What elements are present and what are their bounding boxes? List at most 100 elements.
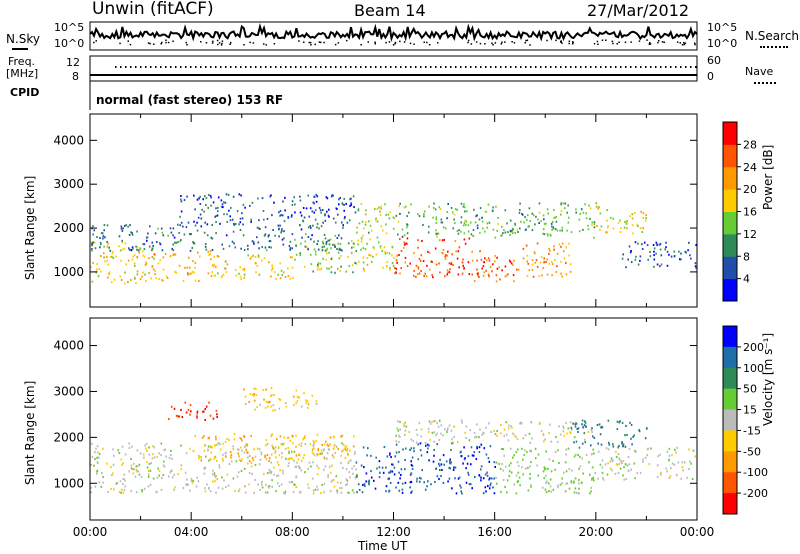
velocity-band-7 [570,419,648,449]
velocity-colorbar-label-0: 200 [743,341,764,354]
power-colorbar-segment-7 [723,122,737,145]
nsearch-label: N.Search [745,29,800,43]
xtick-label-0: 00:00 [73,525,108,539]
xtick-label-6: 00:00 [680,525,715,539]
power-colorbar-label-4: 20 [743,183,757,196]
velocity-colorbar-label-1: 100 [743,362,764,375]
xtick-label-4: 16:00 [477,525,512,539]
cpid-label: CPID [10,86,40,99]
xtick-label-1: 04:00 [174,525,209,539]
noise-tick-high-right: 10^5 [707,21,738,34]
date-title: 27/Mar/2012 [587,1,690,20]
power-colorbar-label-2: 12 [743,228,757,241]
noise-tick-low-right: 10^0 [707,37,738,50]
velocity-colorbar-frame [722,325,738,515]
power-band-4 [90,223,344,252]
power-band-11 [596,206,647,235]
power-colorbar-label-6: 28 [743,138,757,151]
velocity-colorbar-segment-0 [723,326,737,348]
power-ytick-label-3: 4000 [53,133,84,147]
nsky-label: N.Sky [6,32,41,46]
cpid-text: normal (fast stereo) 153 RF [96,93,284,107]
velocity-colorbar-label-2: 50 [743,383,757,396]
velocity-ytick-label-2: 3000 [53,384,84,398]
power-colorbar-segment-0 [723,278,737,302]
nave-label: Nave [745,65,774,78]
velocity-band-5 [495,446,597,495]
power-colorbar-label-3: 16 [743,206,757,219]
velocity-band-8 [597,446,696,481]
power-colorbar-segment-1 [723,256,737,280]
velocity-colorbar-label-4: -15 [743,424,761,437]
velocity-band-2 [168,401,218,421]
velocity-colorbar-segment-5 [723,430,737,452]
xtick-label-3: 12:00 [376,525,411,539]
velocity-colorbar-segment-4 [723,409,737,431]
velocity-band-3 [243,387,318,412]
power-ytick-label-0: 1000 [53,265,84,279]
nsearch-legend-line [760,46,788,48]
velocity-colorbar-label-5: -50 [743,445,761,458]
power-colorbar-segment-3 [723,211,737,235]
velocity-colorbar-segment-8 [723,493,737,515]
velocity-colorbar-segment-2 [723,367,737,390]
velocity-colorbar-label-6: -100 [743,466,768,479]
power-band-9 [522,242,572,278]
noise-tick-high-left: 10^5 [54,21,85,34]
power-colorbar-segment-2 [723,233,737,257]
power-band-1 [141,250,217,282]
power-heatmap-cells [90,193,698,285]
power-colorbar-segment-4 [723,189,737,212]
velocity-band-1 [192,432,355,463]
nsky-legend-line [12,48,28,50]
xtick-label-2: 08:00 [275,525,310,539]
nave-tick-high: 60 [707,54,721,67]
xtick-label-5: 20:00 [579,525,614,539]
power-band-8 [471,250,520,283]
velocity-colorbar-label-7: -200 [743,487,768,500]
power-band-2 [216,254,294,280]
power-colorbar-label-5: 24 [743,161,757,174]
x-axis-title: Time UT [358,539,408,553]
velocity-colorbar-segment-3 [723,388,737,411]
nsearch-trace [93,39,696,46]
power-band-3 [294,238,358,274]
power-ytick-label-1: 2000 [53,221,84,235]
power-ytick-label-2: 3000 [53,177,84,191]
freq-label: Freq. [8,55,36,68]
power-colorbar-label-1: 8 [743,250,750,263]
velocity-panel-frame [89,317,698,521]
velocity-ytick-label-0: 1000 [53,476,84,490]
noise-panel-frame [89,21,698,51]
power-band-12 [621,241,698,269]
nave-tick-low: 0 [707,70,714,83]
power-band-5 [179,193,357,226]
power-band-6 [356,202,395,272]
velocity-ytick-label-1: 2000 [53,430,84,444]
freq-panel-frame [89,55,698,82]
freq-tick-high: 12 [66,56,80,69]
velocity-colorbar-segment-1 [723,346,737,369]
velocity-colorbar-segment-6 [723,451,737,473]
velocity-colorbar-segment-7 [723,472,737,494]
velocity-band-6 [395,419,593,444]
power-band-10 [395,202,598,239]
velocity-ytick-label-3: 4000 [53,339,84,353]
velocity-band-0 [90,442,357,495]
power-band-7 [394,237,471,279]
freq-tick-low: 8 [72,70,79,83]
power-band-0 [90,241,142,285]
power-colorbar-label-0: 4 [743,273,750,286]
velocity-colorbar-label-3: 15 [743,404,757,417]
nave-legend-line [754,82,776,84]
station-title: Unwin (fitACF) [92,0,214,19]
noise-trace [89,22,698,43]
power-colorbar-segment-5 [723,166,737,190]
velocity-heatmap-cells [90,387,696,495]
velocity-band-4 [355,442,496,495]
freq-unit-label: [MHz] [6,67,39,80]
noise-tick-low-left: 10^0 [54,37,85,50]
beam-title: Beam 14 [354,1,426,20]
power-colorbar-segment-6 [723,144,737,168]
